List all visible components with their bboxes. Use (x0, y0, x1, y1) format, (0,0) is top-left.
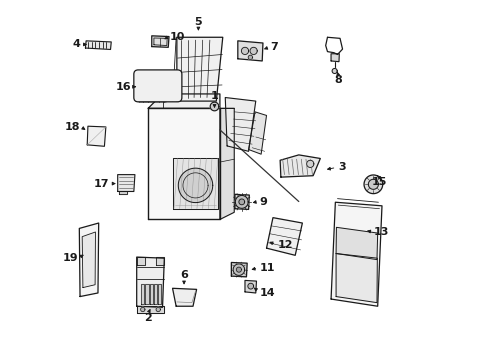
Polygon shape (225, 98, 256, 151)
Polygon shape (141, 284, 144, 304)
Text: 11: 11 (259, 263, 275, 273)
Polygon shape (177, 37, 223, 101)
Polygon shape (368, 179, 378, 189)
Polygon shape (178, 168, 213, 203)
FancyBboxPatch shape (134, 70, 182, 102)
Polygon shape (248, 55, 252, 59)
Polygon shape (141, 307, 145, 312)
Polygon shape (250, 47, 257, 54)
Polygon shape (245, 280, 256, 293)
Polygon shape (239, 199, 245, 205)
Text: 10: 10 (170, 32, 185, 41)
Polygon shape (137, 306, 164, 313)
Polygon shape (242, 47, 248, 54)
Text: 19: 19 (63, 253, 78, 263)
Polygon shape (332, 68, 337, 73)
Polygon shape (152, 36, 169, 47)
Polygon shape (267, 218, 302, 255)
Polygon shape (280, 155, 320, 177)
Text: 13: 13 (374, 227, 390, 237)
Text: 14: 14 (259, 288, 275, 298)
Text: 7: 7 (270, 42, 278, 52)
Polygon shape (233, 264, 245, 275)
Polygon shape (87, 126, 106, 146)
Polygon shape (235, 194, 249, 210)
Text: 17: 17 (94, 179, 109, 189)
Polygon shape (156, 257, 164, 265)
Polygon shape (220, 108, 234, 220)
Polygon shape (236, 267, 242, 272)
Polygon shape (238, 41, 263, 61)
Polygon shape (139, 97, 167, 102)
Polygon shape (137, 257, 145, 265)
Text: 3: 3 (338, 162, 346, 172)
Polygon shape (331, 54, 339, 62)
Text: 8: 8 (334, 75, 342, 85)
Text: 15: 15 (372, 177, 387, 187)
Text: 4: 4 (72, 40, 80, 49)
Polygon shape (231, 262, 247, 277)
Polygon shape (336, 227, 378, 260)
Polygon shape (331, 202, 382, 306)
Polygon shape (120, 192, 126, 194)
Polygon shape (248, 283, 254, 289)
Polygon shape (148, 94, 220, 108)
Polygon shape (235, 195, 248, 208)
Polygon shape (210, 102, 219, 111)
Text: 5: 5 (195, 17, 202, 27)
Polygon shape (82, 232, 96, 288)
Polygon shape (336, 253, 377, 303)
Polygon shape (173, 158, 218, 209)
Text: 12: 12 (277, 239, 293, 249)
Text: 1: 1 (211, 91, 219, 101)
Text: 18: 18 (65, 122, 80, 132)
Polygon shape (137, 257, 164, 307)
Polygon shape (79, 223, 98, 297)
Polygon shape (364, 175, 383, 194)
Polygon shape (118, 175, 135, 192)
Polygon shape (158, 284, 161, 304)
Polygon shape (149, 284, 153, 304)
Text: 9: 9 (259, 197, 267, 207)
Polygon shape (172, 288, 196, 306)
Polygon shape (307, 160, 314, 167)
Text: 16: 16 (115, 82, 131, 92)
Polygon shape (154, 284, 157, 304)
Polygon shape (148, 108, 220, 220)
Polygon shape (146, 284, 148, 304)
Polygon shape (85, 41, 111, 49)
Text: 2: 2 (144, 313, 152, 323)
Text: 6: 6 (180, 270, 188, 280)
Polygon shape (156, 307, 160, 312)
Polygon shape (248, 112, 267, 154)
